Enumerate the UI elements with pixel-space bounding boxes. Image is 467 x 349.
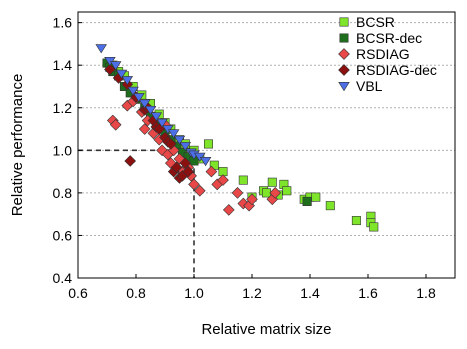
y-tick-label: 1.4 [53,57,73,73]
point-vbl [179,142,192,152]
point-vbl [144,105,157,116]
point-rsdiag [217,174,229,186]
y-tick-label: 1.2 [53,100,73,116]
x-tick-label: 1.6 [358,285,378,301]
legend-marker-rsdiag-dec [338,64,350,76]
y-axis-label: Relative performance [9,74,26,217]
point-bcsr [311,192,321,202]
x-tick-label: 1.2 [242,285,262,301]
point-rsdiag [109,118,122,131]
point-bcsr [325,201,335,211]
y-tick-label: 1.6 [53,15,73,31]
point-rsdiag-dec [182,165,195,178]
point-bcsr [238,175,248,185]
point-vbl [109,61,122,71]
point-rsdiag [188,178,200,191]
legend-marker-bcsr-dec [339,33,349,43]
point-vbl [127,86,139,96]
legend-label-bcsr-dec: BCSR-dec [356,30,422,46]
point-bcsr [204,139,214,149]
y-axis-ticks: 0.4 0.6 0.8 1.0 1.2 1.4 1.6 [53,15,82,286]
point-rsdiag [138,123,151,135]
point-rsdiag [269,187,282,199]
legend-label-rsdiag-dec: RSDIAG-dec [356,62,437,78]
point-vbl [173,135,186,145]
point-vbl [133,93,145,103]
point-vbl [167,129,180,139]
point-vbl [121,76,134,86]
point-rsdiag [246,193,258,206]
point-vbl [115,69,128,79]
legend-marker-vbl [338,82,350,92]
point-rsdiag [205,165,218,178]
point-vbl [95,44,107,54]
point-bcsr [282,186,292,196]
legend-label-rsdiag: RSDIAG [356,46,410,62]
point-vbl [150,112,163,122]
point-rsdiag-dec [153,123,166,135]
y-tick-label: 0.8 [53,185,73,201]
plot-frame [77,11,456,279]
x-tick-label: 0.8 [126,285,146,301]
x-tick-label: 0.6 [68,285,88,301]
point-rsdiag-dec [124,155,137,167]
point-vbl [199,157,212,167]
x-tick-label: 1.8 [416,285,436,301]
point-bcsr [351,216,361,226]
point-rsdiag-dec [179,157,192,169]
x-axis-ticks: 0.6 0.8 1.0 1.2 1.4 1.6 1.8 [68,274,436,301]
x-tick-label: 1.4 [300,285,320,301]
point-vbl [156,118,168,128]
y-tick-label: 0.6 [53,227,73,243]
legend-marker-bcsr [339,17,349,27]
legend-label-bcsr: BCSR [356,14,395,30]
point-bcsr-dec [302,196,312,206]
point-rsdiag [231,187,244,199]
point-bcsr [369,222,379,232]
x-axis-label: Relative matrix size [201,321,331,338]
legend-label-vbl: VBL [356,78,383,94]
data-points [95,44,379,232]
y-tick-label: 0.4 [53,270,73,286]
x-tick-label: 1.0 [184,285,204,301]
point-rsdiag [222,204,235,216]
point-vbl [138,99,151,109]
point-rsdiag-dec [164,138,177,150]
point-bcsr [267,177,277,187]
point-rsdiag-dec [104,63,116,76]
point-rsdiag-dec [170,161,183,174]
point-rsdiag [164,157,177,169]
y-tick-label: 1.0 [53,142,73,158]
point-rsdiag [193,184,206,197]
legend-marker-rsdiag [338,48,350,60]
